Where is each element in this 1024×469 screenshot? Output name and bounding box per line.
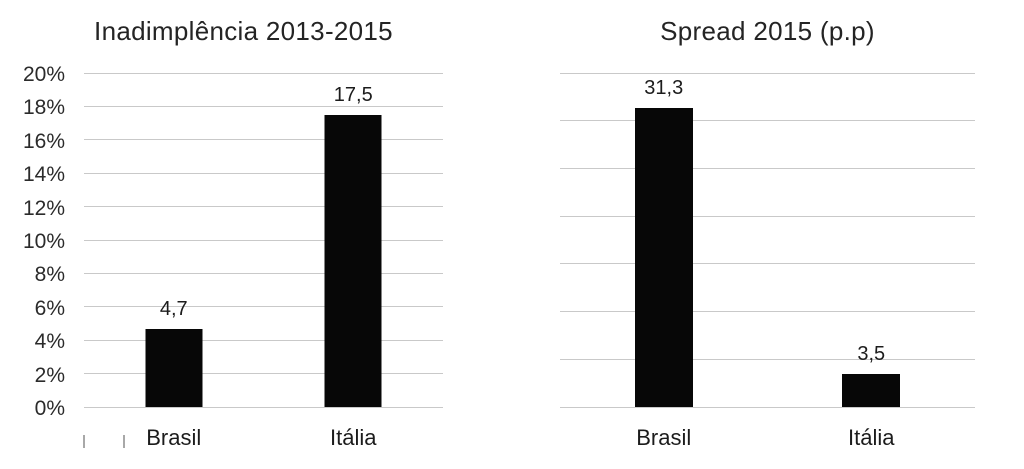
- gridline: [560, 72, 975, 74]
- plot-area-spread: 31,3 Brasil 3,5 Itália: [560, 72, 975, 450]
- gridline: [560, 358, 975, 360]
- y-axis-tick-label: 10%: [22, 230, 65, 253]
- y-axis-tick-label: 20%: [22, 63, 65, 86]
- axis-tick: [123, 435, 125, 448]
- chart-title-inadimplencia: Inadimplência 2013-2015: [94, 16, 393, 46]
- y-axis-tick-label: 12%: [22, 196, 65, 220]
- category-label-italia: Itália: [848, 425, 895, 450]
- y-axis-tick-label: 6%: [34, 296, 65, 320]
- gridline: [84, 239, 443, 241]
- gridline: [84, 172, 443, 174]
- gridline: [560, 263, 975, 265]
- gridline: [84, 406, 443, 408]
- gridline: [84, 72, 443, 74]
- gridline: [560, 120, 975, 122]
- y-axis-tick-label: 14%: [22, 163, 65, 187]
- bar-italia: [324, 114, 382, 407]
- bar-italia: [842, 373, 901, 407]
- gridline: [84, 206, 443, 208]
- gridline: [84, 105, 443, 107]
- bar-value-label-italia: 3,5: [857, 342, 886, 365]
- bar-brasil: [145, 328, 203, 407]
- category-label-brasil: Brasil: [146, 425, 202, 450]
- gridline: [560, 167, 975, 169]
- gridline: [84, 272, 443, 274]
- category-label-brasil: Brasil: [636, 425, 692, 450]
- y-axis-tick-label: 4%: [34, 330, 65, 354]
- axis-tick: [83, 435, 85, 448]
- bar-value-label-italia: 17,5: [333, 83, 373, 106]
- gridline: [84, 339, 443, 341]
- gridline: [84, 373, 443, 375]
- category-label-italia: Itália: [330, 425, 377, 450]
- bar-value-label-brasil: 31,3: [644, 77, 684, 100]
- y-axis-tick-label: 2%: [34, 363, 65, 387]
- gridline: [560, 406, 975, 408]
- bar-brasil: [634, 108, 693, 407]
- gridline: [84, 139, 443, 141]
- gridline: [560, 311, 975, 313]
- y-axis-tick-label: 0%: [34, 397, 65, 420]
- chart-title-spread: Spread 2015 (p.p): [660, 16, 875, 46]
- gridline: [560, 215, 975, 217]
- bar-value-label-brasil: 4,7: [159, 297, 188, 320]
- y-axis-tick-label: 16%: [22, 129, 65, 153]
- plot-area-inadimplencia: 0% 2% 4% 6% 8% 10% 12% 14% 16% 18% 20% 4,7 Brasil 17,…: [23, 63, 443, 450]
- y-axis-tick-label: 8%: [34, 263, 65, 287]
- y-axis-tick-label: 18%: [22, 96, 65, 120]
- gridline: [84, 306, 443, 308]
